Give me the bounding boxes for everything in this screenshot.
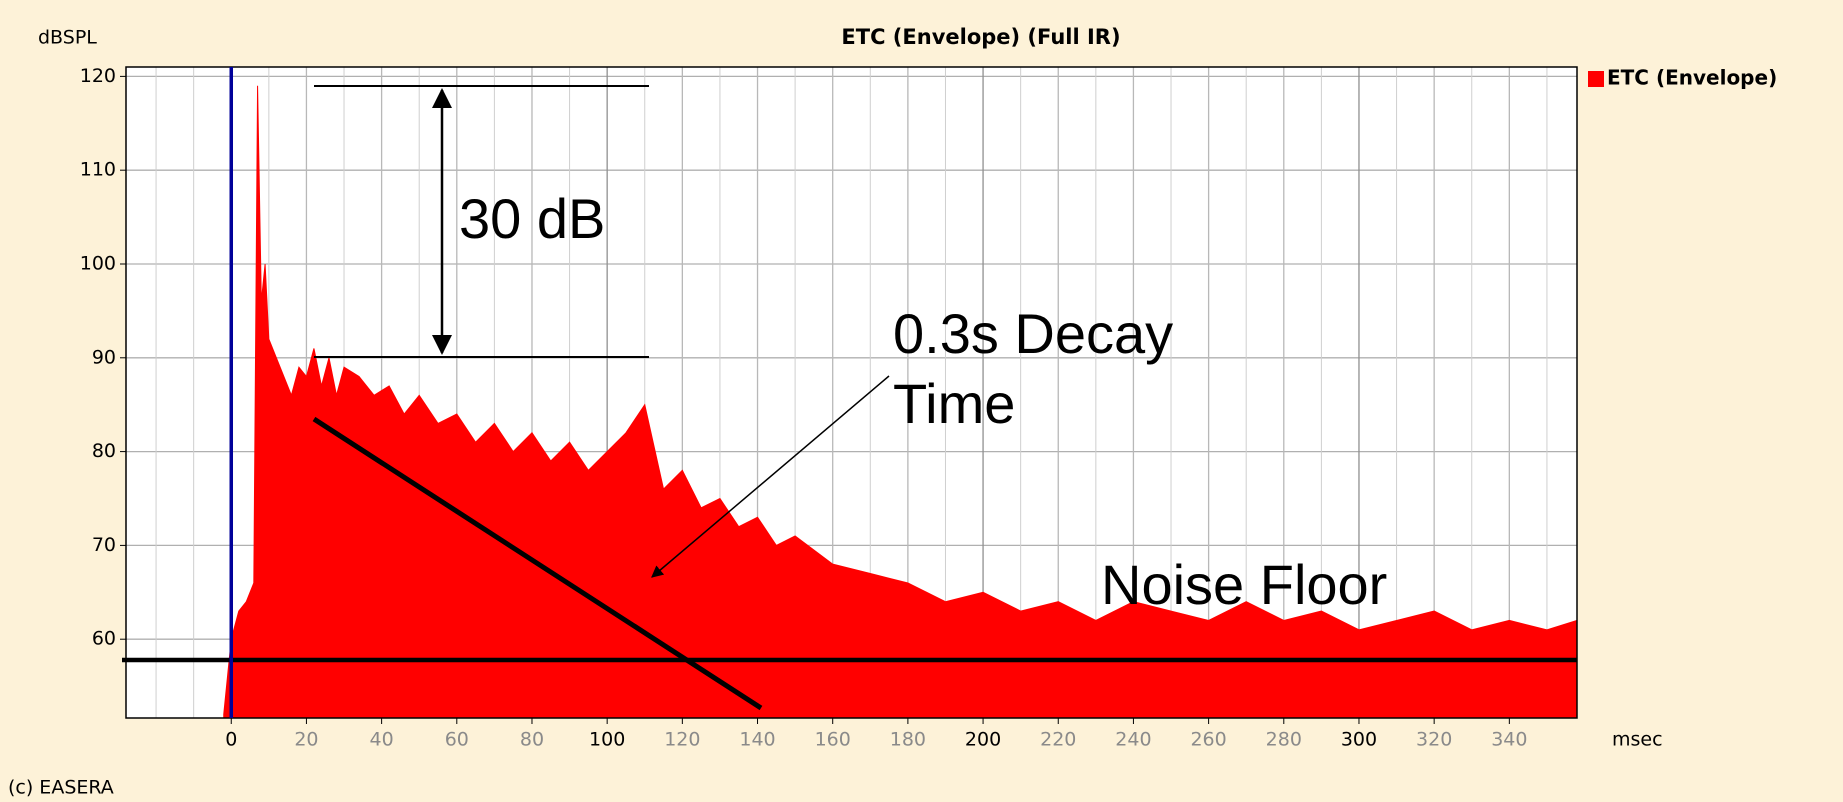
- y-tick-label: 80: [92, 440, 116, 462]
- x-tick-label: 340: [1491, 729, 1527, 751]
- x-tick-label: 60: [445, 729, 469, 751]
- legend-label: ETC (Envelope): [1607, 66, 1777, 90]
- y-tick-label: 100: [80, 252, 116, 274]
- x-tick-label: 140: [739, 729, 775, 751]
- y-tick-label: 70: [92, 534, 116, 556]
- y-tick-label: 90: [92, 346, 116, 368]
- y-tick-label: 60: [92, 628, 116, 650]
- y-tick-label: 110: [80, 159, 116, 181]
- annotation: 0.3s Decay: [893, 302, 1173, 365]
- x-axis-label: msec: [1612, 729, 1663, 751]
- x-tick-label: 180: [890, 729, 926, 751]
- x-tick-label: 320: [1416, 729, 1452, 751]
- annotation: Noise Floor: [1101, 553, 1387, 616]
- legend-swatch: [1588, 71, 1604, 87]
- y-tick-label: 120: [80, 65, 116, 87]
- x-tick-label: 120: [664, 729, 700, 751]
- credit: (c) EASERA: [8, 777, 114, 799]
- x-tick-label: 40: [370, 729, 394, 751]
- x-tick-label: 20: [294, 729, 318, 751]
- x-tick-label: 220: [1040, 729, 1076, 751]
- annotation: 30 dB: [459, 187, 605, 250]
- x-tick-label: 100: [589, 729, 625, 751]
- x-tick-label: 280: [1266, 729, 1302, 751]
- annotation-arrow: [651, 375, 890, 578]
- x-tick-label: 160: [815, 729, 851, 751]
- etc-area: [223, 85, 1578, 719]
- x-tick-label: 200: [965, 729, 1001, 751]
- y-axis-label: dBSPL: [38, 27, 97, 49]
- x-tick-label: 300: [1341, 729, 1377, 751]
- x-tick-label: 0: [225, 729, 237, 751]
- x-tick-label: 240: [1115, 729, 1151, 751]
- annotation: Time: [893, 372, 1015, 435]
- x-tick-label: 260: [1190, 729, 1226, 751]
- chart-title: ETC (Envelope) (Full IR): [841, 25, 1120, 49]
- plot-frame: [125, 66, 1578, 719]
- x-tick-label: 80: [520, 729, 544, 751]
